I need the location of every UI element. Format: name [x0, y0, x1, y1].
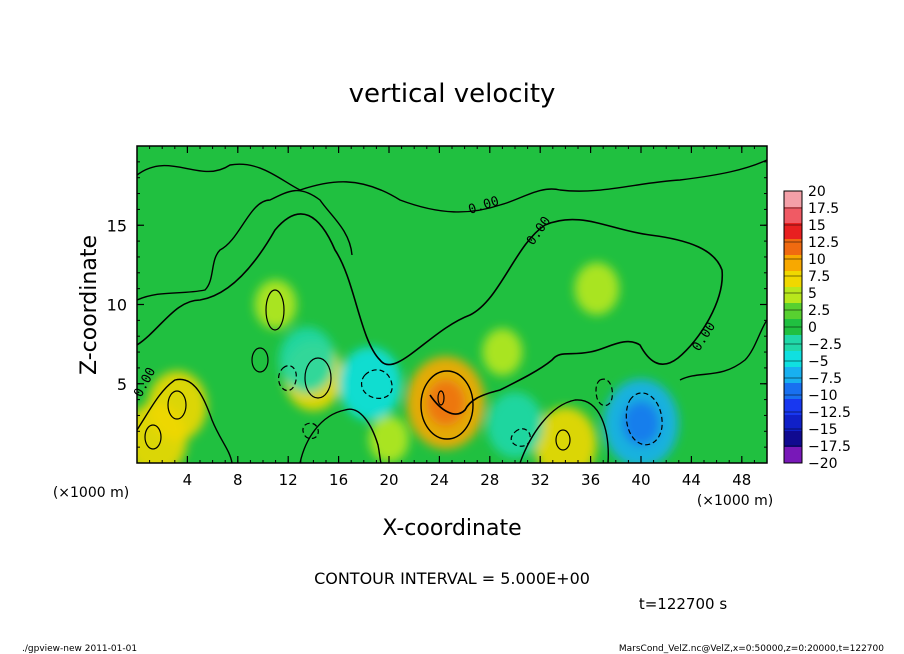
shaded-field [137, 262, 679, 463]
colorbar-swatch [784, 271, 802, 288]
contour-line [555, 429, 571, 451]
x-unit-note: (×1000 m) [697, 493, 773, 509]
plot-area: 0.00 0.00 0.00 0.00 4 8 12 16 20 24 28 32 36 40 44… [107, 145, 768, 489]
colorbar-label: 0 [808, 320, 817, 336]
colorbar-swatch [784, 447, 802, 464]
contour-line [304, 357, 332, 399]
colorbar-label: −5 [808, 354, 829, 370]
contour-line [361, 369, 393, 399]
contour-line [251, 347, 269, 373]
contour-interval-label: CONTOUR INTERVAL = 5.000E+00 [314, 569, 590, 588]
contour-line [265, 289, 285, 331]
field-feature [279, 326, 336, 393]
contour-line [277, 365, 297, 392]
x-axis-ticks: 4 8 12 16 20 24 28 32 36 40 44 48 [136, 146, 768, 489]
field-feature [487, 391, 543, 458]
colorbar-label: −12.5 [808, 405, 851, 421]
colorbar-label: 17.5 [808, 201, 839, 217]
z-unit-note: (×1000 m) [53, 485, 129, 501]
colorbar-label: −10 [808, 388, 838, 404]
contour-line [625, 392, 663, 446]
colorbar-swatch [784, 239, 802, 256]
colorbar-swatch [784, 303, 802, 320]
colorbar-swatch [784, 255, 802, 272]
contour-line [595, 378, 613, 407]
contour-line [137, 213, 723, 415]
colorbar-swatch [784, 415, 802, 432]
colorbar-swatch [784, 431, 802, 448]
footer-left: ./gpview-new 2011-01-01 [22, 644, 137, 654]
y-axis-ticks: 5 10 15 [107, 145, 767, 464]
x-tick-label: 28 [480, 471, 499, 489]
y-tick-label: 10 [107, 296, 127, 315]
colorbar-label: 20 [808, 184, 826, 200]
contour-lines [137, 159, 767, 463]
field-feature [369, 415, 409, 463]
colorbar-label: 15 [808, 218, 826, 234]
colorbar-label: 2.5 [808, 303, 830, 319]
colorbar-label: −17.5 [808, 439, 851, 455]
field-feature [482, 328, 523, 376]
colorbar-label: 10 [808, 252, 826, 268]
colorbar-label: 7.5 [808, 269, 830, 285]
time-label: t=122700 s [639, 595, 727, 613]
field-feature [534, 407, 597, 463]
colorbar-swatch [784, 399, 802, 416]
x-axis-label: X-coordinate [382, 516, 521, 541]
field-feature-core [426, 379, 466, 426]
colorbar-label: −7.5 [808, 371, 842, 387]
contour-line [137, 189, 353, 301]
contour-line [299, 408, 382, 463]
colorbar: 2017.51512.5107.552.50−2.5−5−7.5−10−12.5… [783, 184, 851, 472]
contour-line [137, 378, 233, 463]
y-axis-label: Z-coordinate [77, 235, 102, 375]
field-feature-core [622, 401, 660, 446]
x-tick-label: 20 [379, 471, 398, 489]
field-feature [147, 371, 207, 441]
x-tick-label: 8 [233, 471, 243, 489]
contour-line [302, 422, 319, 440]
x-tick-label: 36 [581, 471, 600, 489]
x-tick-label: 48 [732, 471, 751, 489]
contour-line [144, 424, 162, 450]
x-tick-label: 4 [183, 471, 193, 489]
contour-line [437, 390, 445, 406]
contour-line [679, 319, 767, 381]
x-tick-label: 32 [531, 471, 550, 489]
colorbar-swatch [784, 223, 802, 240]
field-feature [338, 346, 402, 421]
x-tick-label: 44 [682, 471, 701, 489]
contour-line [167, 390, 187, 420]
colorbar-label: −20 [808, 456, 838, 472]
x-tick-label: 12 [279, 471, 298, 489]
y-tick-label: 5 [117, 375, 127, 394]
field-feature [574, 262, 620, 315]
y-tick-label: 15 [107, 216, 127, 235]
colorbar-swatch [784, 207, 802, 224]
contour-line [519, 399, 609, 463]
colorbar-label: 5 [808, 286, 817, 302]
colorbar-swatch [784, 367, 802, 384]
colorbar-swatch [784, 287, 802, 304]
colorbar-swatch [784, 383, 802, 400]
x-tick-label: 40 [631, 471, 650, 489]
colorbar-swatch [784, 351, 802, 368]
colorbar-label: 12.5 [808, 235, 839, 251]
contour-line [510, 428, 531, 447]
chart-title: vertical velocity [349, 79, 556, 109]
contour-line [420, 370, 474, 440]
contour-line [137, 159, 767, 213]
colorbar-label: −2.5 [808, 337, 842, 353]
colorbar-swatch [784, 191, 802, 208]
footer-right: MarsCond_VelZ.nc@VelZ,x=0:50000,z=0:2000… [619, 644, 884, 654]
colorbar-swatch [784, 335, 802, 352]
colorbar-label: −15 [808, 422, 838, 438]
x-tick-label: 16 [329, 471, 348, 489]
field-feature [254, 279, 297, 330]
x-tick-label: 24 [430, 471, 449, 489]
